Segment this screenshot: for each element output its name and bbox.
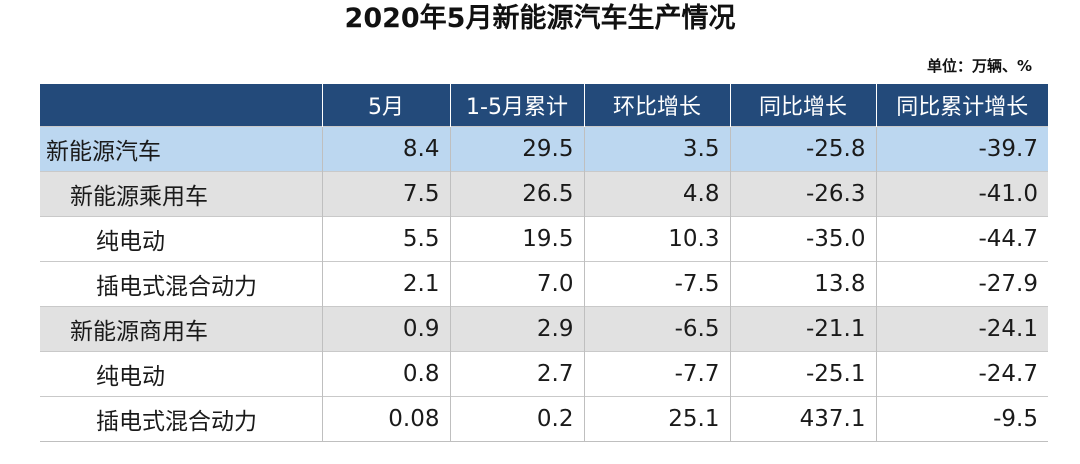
row-label: 新能源商用车	[40, 306, 322, 352]
unit-note: 单位：万辆、%	[926, 57, 1032, 75]
cell-ytd-yoy: -39.7	[875, 126, 1048, 172]
row-label: 插电式混合动力	[40, 396, 322, 442]
cell-may: 7.5	[321, 171, 450, 217]
cell-ytd: 2.7	[449, 351, 584, 397]
table-header-row: 5月 1-5月累计 环比增长 同比增长 同比累计增长	[40, 84, 1048, 127]
cell-mom: 3.5	[583, 126, 730, 172]
cell-ytd-yoy: -24.7	[875, 351, 1048, 397]
cell-ytd: 0.2	[449, 396, 584, 442]
column-header-may: 5月	[321, 84, 451, 127]
cell-ytd: 7.0	[449, 261, 584, 307]
cell-mom: -7.7	[583, 351, 730, 397]
table-row: 插电式混合动力 2.1 7.0 -7.5 13.8 -27.9	[40, 261, 1048, 307]
cell-yoy: -35.0	[729, 216, 876, 262]
cell-mom: 25.1	[583, 396, 730, 442]
cell-yoy: 437.1	[729, 396, 876, 442]
cell-yoy: -21.1	[729, 306, 876, 352]
column-header-category	[40, 84, 323, 127]
cell-mom: -6.5	[583, 306, 730, 352]
column-header-ytd: 1-5月累计	[449, 84, 585, 127]
cell-ytd-yoy: -41.0	[875, 171, 1048, 217]
row-label: 纯电动	[40, 351, 322, 397]
column-header-ytd-yoy: 同比累计增长	[875, 84, 1048, 127]
cell-ytd: 29.5	[449, 126, 584, 172]
table-row: 新能源商用车 0.9 2.9 -6.5 -21.1 -24.1	[40, 306, 1048, 352]
cell-may: 0.8	[321, 351, 450, 397]
cell-may: 0.9	[321, 306, 450, 352]
cell-may: 2.1	[321, 261, 450, 307]
cell-ytd-yoy: -27.9	[875, 261, 1048, 307]
table-row: 新能源汽车 8.4 29.5 3.5 -25.8 -39.7	[40, 126, 1048, 172]
production-table: 5月 1-5月累计 环比增长 同比增长 同比累计增长 新能源汽车 8.4 29.…	[40, 84, 1048, 442]
table-row: 纯电动 0.8 2.7 -7.7 -25.1 -24.7	[40, 351, 1048, 397]
cell-mom: -7.5	[583, 261, 730, 307]
cell-ytd-yoy: -24.1	[875, 306, 1048, 352]
row-label: 新能源汽车	[40, 126, 322, 172]
table-row: 新能源乘用车 7.5 26.5 4.8 -26.3 -41.0	[40, 171, 1048, 217]
cell-ytd: 2.9	[449, 306, 584, 352]
cell-mom: 10.3	[583, 216, 730, 262]
row-label: 插电式混合动力	[40, 261, 322, 307]
column-header-yoy: 同比增长	[729, 84, 877, 127]
row-label: 新能源乘用车	[40, 171, 322, 217]
table-row: 纯电动 5.5 19.5 10.3 -35.0 -44.7	[40, 216, 1048, 262]
cell-mom: 4.8	[583, 171, 730, 217]
cell-may: 0.08	[321, 396, 450, 442]
cell-yoy: -25.1	[729, 351, 876, 397]
cell-yoy: 13.8	[729, 261, 876, 307]
table-row: 插电式混合动力 0.08 0.2 25.1 437.1 -9.5	[40, 396, 1048, 442]
cell-ytd: 26.5	[449, 171, 584, 217]
cell-ytd-yoy: -44.7	[875, 216, 1048, 262]
cell-may: 5.5	[321, 216, 450, 262]
cell-may: 8.4	[321, 126, 450, 172]
cell-ytd: 19.5	[449, 216, 584, 262]
cell-ytd-yoy: -9.5	[875, 396, 1048, 442]
column-header-mom: 环比增长	[583, 84, 731, 127]
row-label: 纯电动	[40, 216, 322, 262]
page-title: 2020年5月新能源汽车生产情况	[344, 3, 736, 34]
cell-yoy: -25.8	[729, 126, 876, 172]
cell-yoy: -26.3	[729, 171, 876, 217]
